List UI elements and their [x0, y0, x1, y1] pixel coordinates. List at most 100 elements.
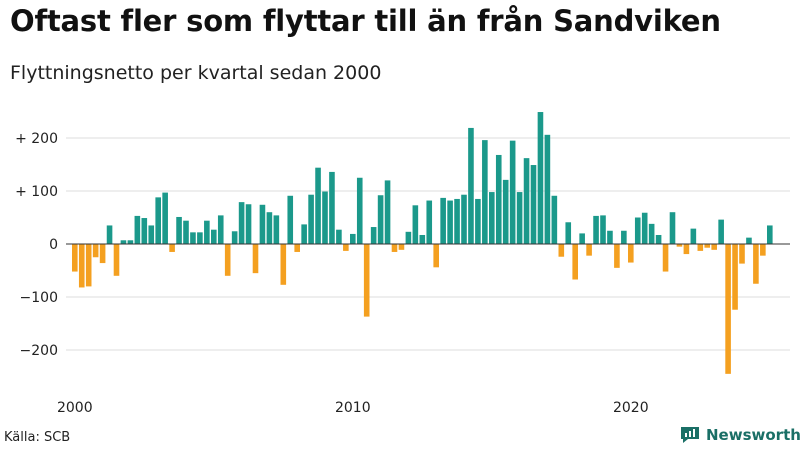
bar [433, 244, 439, 268]
bar [628, 244, 634, 263]
bar [704, 244, 711, 248]
bar [767, 225, 773, 244]
bar [315, 167, 321, 244]
bar [655, 234, 662, 244]
bar [72, 244, 78, 272]
bar [287, 195, 294, 244]
bar [204, 220, 210, 244]
bar [447, 200, 453, 244]
bar [377, 195, 384, 244]
bar [760, 244, 766, 256]
bar [419, 234, 426, 244]
bar [384, 180, 391, 244]
bar [530, 165, 537, 244]
bar [711, 244, 717, 250]
bar [516, 192, 523, 244]
bar [217, 215, 224, 244]
x-tick-label: 2020 [613, 400, 649, 416]
bar [676, 244, 683, 247]
bar [739, 244, 745, 264]
bar [614, 244, 620, 268]
bar [78, 244, 85, 288]
bar [461, 194, 467, 244]
brand-name: Newsworthy [706, 426, 800, 444]
bar [266, 212, 273, 244]
bar [113, 244, 120, 276]
bar [148, 225, 155, 244]
bar [753, 244, 759, 284]
bar [634, 217, 641, 244]
bar [662, 244, 669, 272]
y-tick-label: 0 [49, 237, 58, 253]
bar [440, 197, 446, 244]
bar [725, 244, 731, 374]
bar [322, 191, 328, 244]
bar [329, 171, 335, 244]
bar [558, 244, 565, 257]
bar [746, 237, 752, 244]
bar [468, 127, 474, 244]
bar [482, 140, 488, 244]
bar [363, 244, 370, 317]
bar [343, 244, 349, 251]
bar [641, 212, 648, 244]
y-tick-label: + 200 [15, 131, 58, 147]
bar [475, 198, 481, 244]
chart-title: Oftast fler som flyttar till än från San… [10, 4, 721, 38]
bar [412, 205, 419, 244]
bar [697, 244, 704, 251]
x-tick-label: 2000 [57, 400, 93, 416]
y-tick-label: −100 [20, 290, 58, 306]
bar [565, 222, 572, 244]
bar [294, 244, 300, 252]
bar [308, 194, 314, 244]
bar [336, 229, 342, 244]
bar [669, 212, 676, 244]
bar [586, 244, 592, 256]
bar [134, 215, 141, 244]
bar [350, 233, 356, 244]
bar [252, 244, 259, 274]
x-tick-label: 2010 [335, 400, 371, 416]
bar [732, 244, 738, 310]
bar [405, 231, 412, 244]
bar [183, 220, 189, 244]
bar [489, 192, 495, 244]
bar [120, 240, 127, 244]
bar [502, 179, 509, 244]
bar [211, 229, 217, 244]
bar [231, 231, 238, 244]
bar [259, 204, 266, 244]
bar [141, 218, 148, 244]
brand-logo: Newsworthy [680, 426, 800, 444]
bar [85, 244, 92, 287]
bar [162, 192, 168, 244]
bar [99, 244, 106, 264]
bar [176, 216, 182, 244]
bar [648, 223, 655, 244]
bar [718, 219, 724, 244]
bar [593, 215, 599, 244]
bar [579, 233, 585, 244]
bar [537, 112, 544, 244]
bar [224, 244, 231, 276]
bar [572, 244, 578, 280]
newsworthy-logo-icon [681, 427, 699, 443]
bar [454, 198, 460, 244]
bar [551, 195, 558, 244]
bar [238, 202, 245, 244]
bar [509, 140, 516, 244]
bar [301, 224, 307, 244]
bar [169, 244, 175, 252]
bar [92, 244, 99, 258]
bar [245, 204, 252, 244]
bar [607, 230, 613, 244]
bar [127, 240, 134, 244]
bar [197, 232, 203, 244]
y-tick-label: −200 [20, 343, 58, 359]
bar [391, 244, 398, 252]
bar [690, 228, 697, 244]
bar [273, 215, 280, 244]
bar [398, 244, 405, 250]
